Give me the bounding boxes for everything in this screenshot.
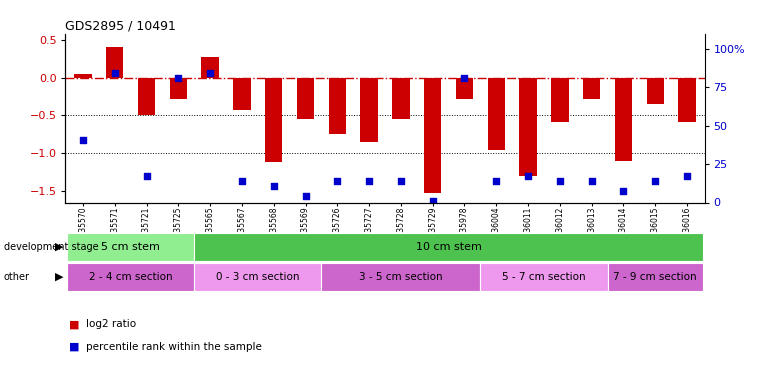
Bar [647, 78, 664, 104]
Text: ▶: ▶ [55, 272, 64, 282]
Point [204, 70, 216, 76]
Bar [329, 78, 346, 134]
Point [363, 177, 375, 183]
Bar [321, 262, 480, 291]
Bar [138, 78, 156, 116]
Bar [551, 78, 568, 122]
Bar [67, 262, 194, 291]
Text: 5 - 7 cm section: 5 - 7 cm section [502, 272, 586, 282]
Text: percentile rank within the sample: percentile rank within the sample [86, 342, 262, 352]
Text: 7 - 9 cm section: 7 - 9 cm section [614, 272, 697, 282]
Point [267, 183, 280, 189]
Point [109, 70, 121, 76]
Bar [424, 78, 441, 193]
Bar [360, 78, 378, 142]
Bar [608, 262, 703, 291]
Point [618, 188, 630, 194]
Point [554, 177, 566, 183]
Bar [392, 78, 410, 119]
Bar [67, 232, 194, 261]
Point [585, 177, 598, 183]
Bar [265, 78, 283, 162]
Text: 2 - 4 cm section: 2 - 4 cm section [89, 272, 172, 282]
Bar [194, 232, 703, 261]
Text: 3 - 5 cm section: 3 - 5 cm section [359, 272, 443, 282]
Bar [519, 78, 537, 176]
Text: log2 ratio: log2 ratio [86, 320, 136, 329]
Point [649, 177, 661, 183]
Bar [614, 78, 632, 161]
Bar [583, 78, 601, 99]
Bar [678, 78, 696, 122]
Bar [74, 74, 92, 78]
Text: 10 cm stem: 10 cm stem [416, 242, 481, 252]
Bar [487, 78, 505, 150]
Point [331, 177, 343, 183]
Point [77, 137, 89, 143]
Text: 0 - 3 cm section: 0 - 3 cm section [216, 272, 300, 282]
Point [681, 172, 693, 178]
Bar [233, 78, 251, 110]
Point [458, 75, 470, 81]
Text: other: other [4, 272, 30, 282]
Point [395, 177, 407, 183]
Point [236, 177, 248, 183]
Point [427, 198, 439, 204]
Bar [296, 78, 314, 119]
Text: ■: ■ [69, 342, 80, 352]
Bar [480, 262, 608, 291]
Point [490, 177, 503, 183]
Bar [456, 78, 474, 99]
Point [522, 172, 534, 178]
Text: GDS2895 / 10491: GDS2895 / 10491 [65, 20, 176, 33]
Text: development stage: development stage [4, 242, 99, 252]
Point [140, 172, 152, 178]
Bar [106, 47, 123, 78]
Text: 5 cm stem: 5 cm stem [101, 242, 160, 252]
Point [172, 75, 185, 81]
Bar [194, 262, 321, 291]
Bar [202, 57, 219, 78]
Text: ▶: ▶ [55, 242, 64, 252]
Text: ■: ■ [69, 320, 80, 329]
Bar [169, 78, 187, 99]
Point [300, 193, 312, 199]
